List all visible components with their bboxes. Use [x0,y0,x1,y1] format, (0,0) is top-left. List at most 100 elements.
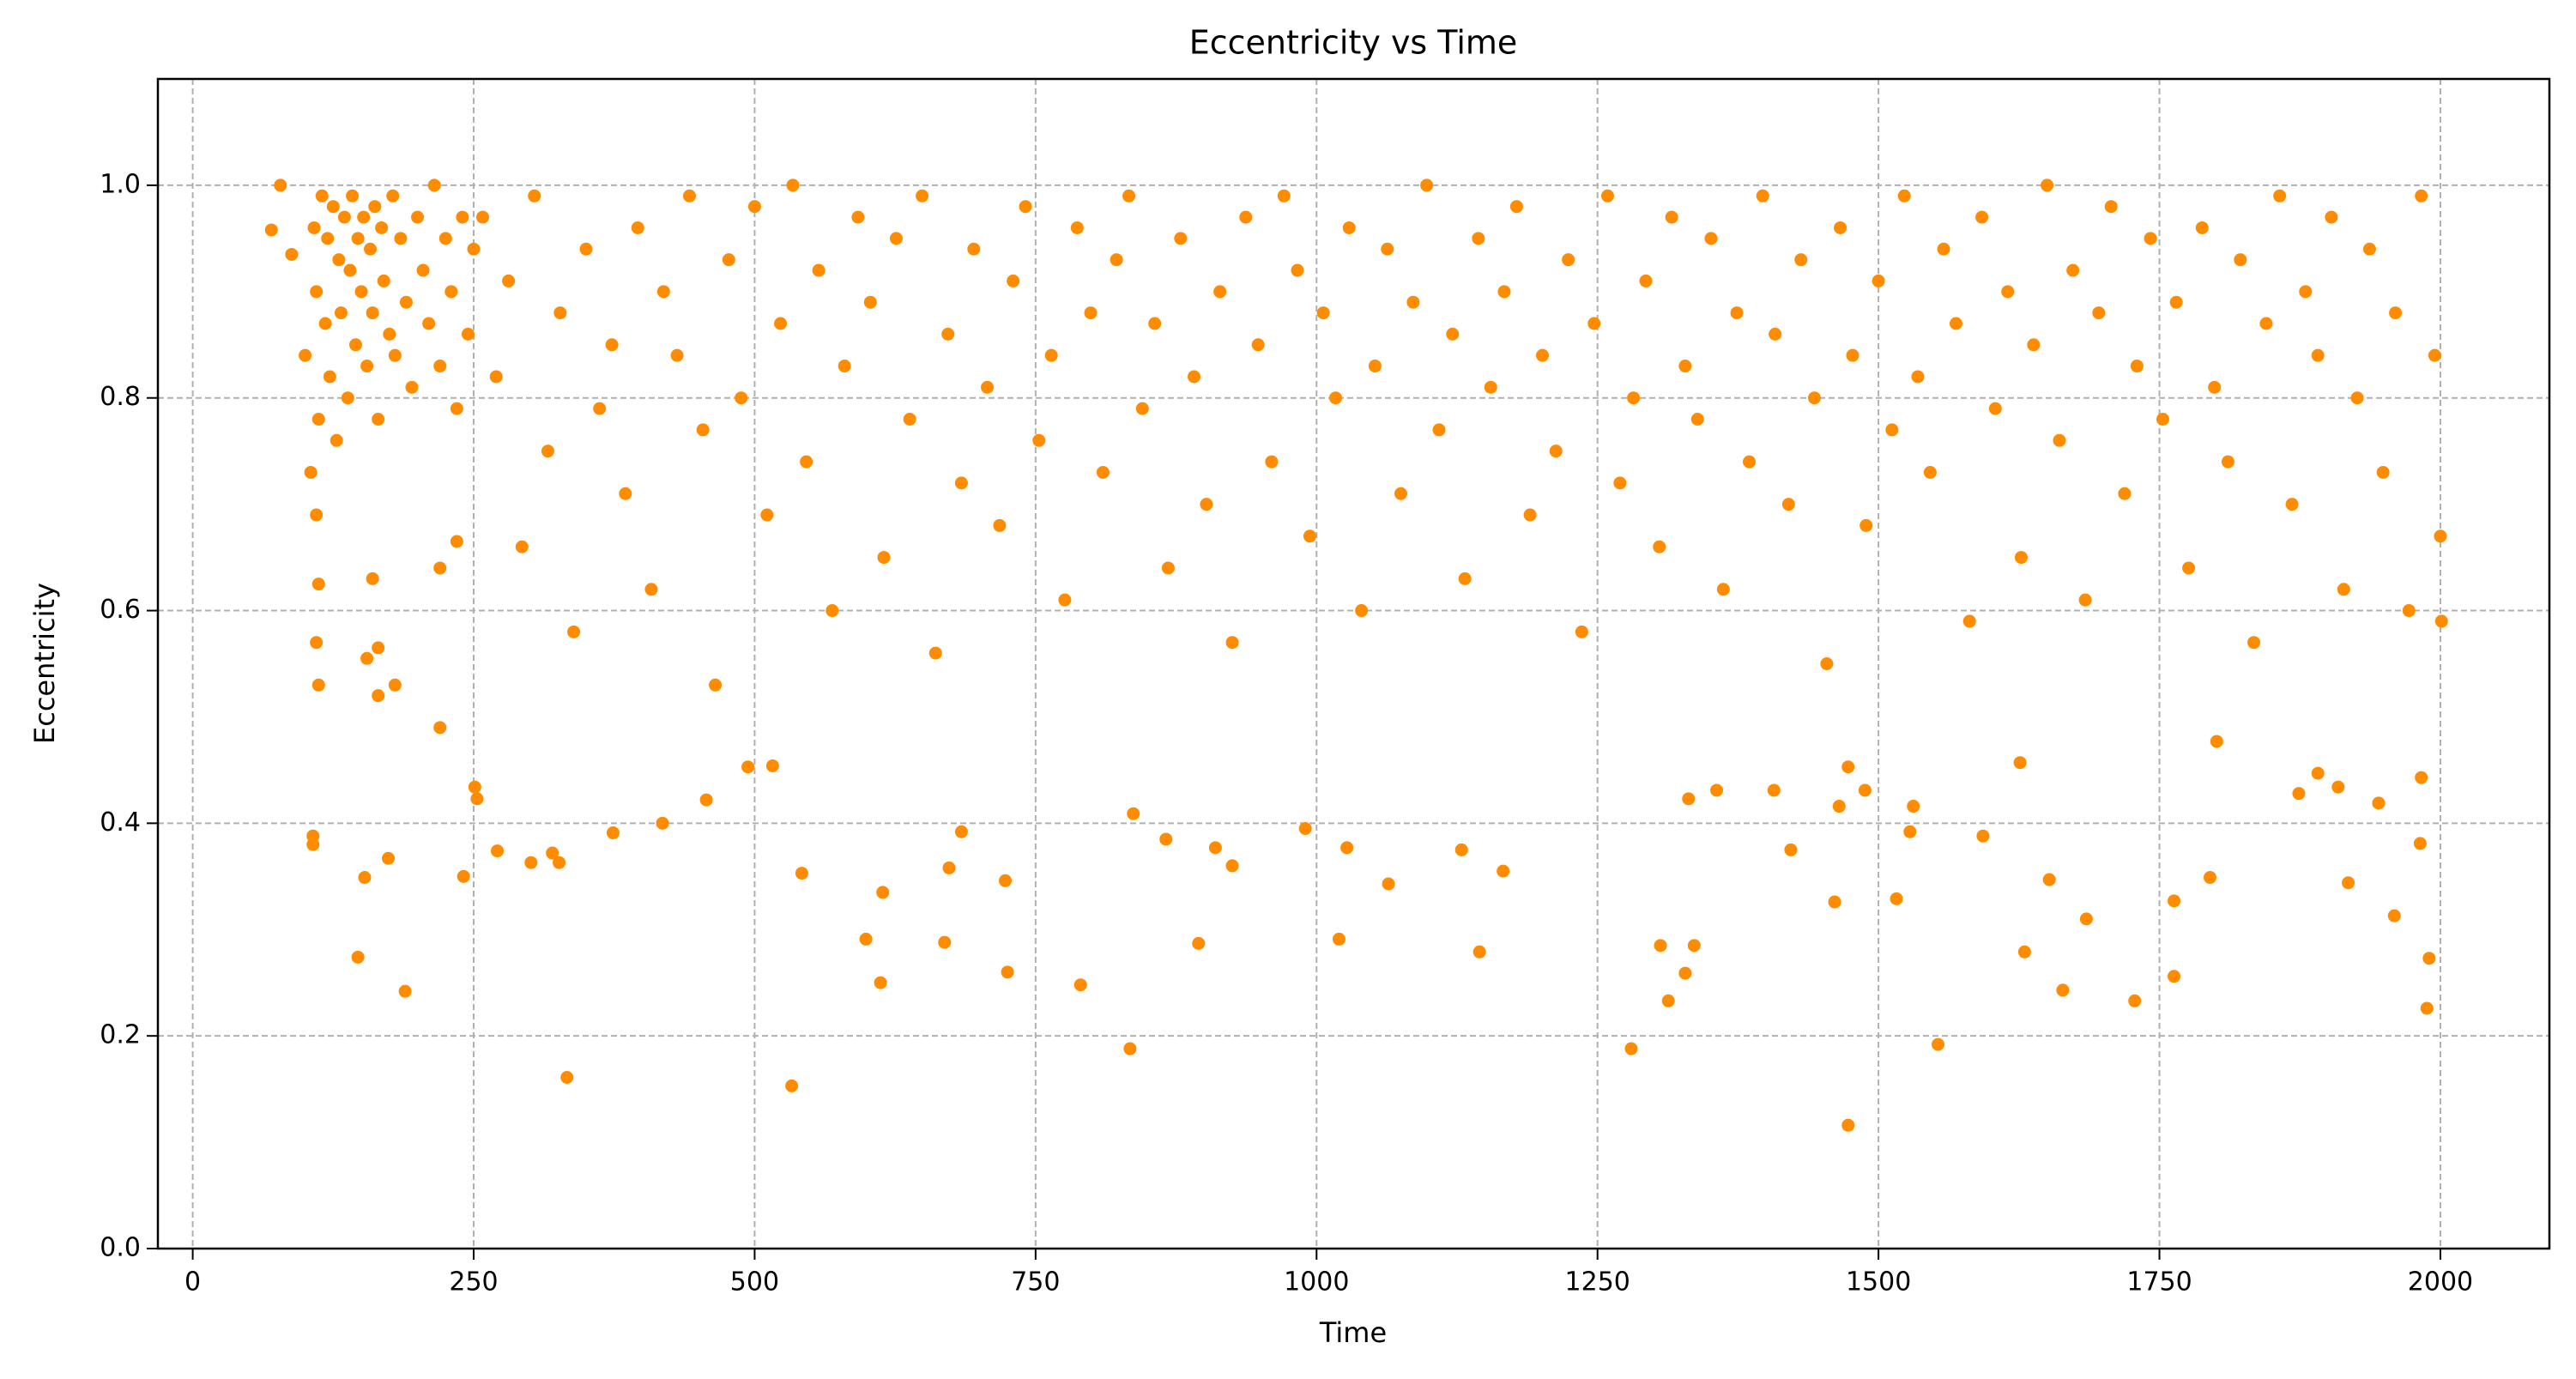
point [433,561,447,575]
point [795,867,808,880]
point [938,935,952,949]
point [1161,561,1175,575]
point [285,247,299,261]
point [1174,232,1188,245]
point [1872,274,1885,287]
point [1678,360,1692,373]
point [310,508,324,522]
point [553,856,566,869]
point [1032,433,1046,447]
point [2092,306,2106,320]
point [1949,317,1962,330]
point [1661,994,1675,1007]
point [2311,348,2325,362]
point [2372,796,2386,810]
point [2299,285,2313,299]
point [2420,1001,2434,1015]
point [1769,327,1782,341]
point [394,232,408,245]
point [1743,455,1757,469]
point [874,976,887,989]
point [381,851,395,865]
point [372,413,385,426]
point [1654,939,1667,953]
points [264,178,2448,1132]
point [1834,221,1847,234]
point [2118,487,2132,500]
point [375,221,389,234]
point [1303,529,1316,543]
point [2434,529,2447,543]
point [264,223,278,237]
point [358,871,372,885]
point [364,242,378,256]
point [491,844,505,858]
point [2387,909,2401,922]
point [1159,832,1173,846]
point [579,242,593,256]
point [1937,242,1950,256]
point [2079,912,2093,926]
point [306,829,320,843]
point [1291,263,1304,277]
point [1911,370,1925,384]
point [1562,253,1575,267]
point [307,221,321,234]
point [1497,864,1510,878]
point [2195,221,2209,234]
point [1846,348,1859,362]
point [341,391,354,405]
point [1472,232,1485,245]
x-tick-label: 0 [184,1267,201,1297]
point [954,476,968,490]
point [889,232,903,245]
point [1110,253,1123,267]
point [670,348,684,362]
point [1682,792,1696,806]
point [741,760,755,774]
point [343,263,357,277]
point [2325,210,2338,224]
point [1841,1118,1855,1132]
point [1394,487,1408,500]
point [1127,807,1140,820]
point [560,1071,574,1085]
point [334,306,348,320]
point [1820,657,1834,670]
point [422,317,436,330]
point [2362,242,2376,256]
point [502,274,516,287]
point [1277,189,1291,203]
point [1188,370,1201,384]
point [2041,178,2054,192]
point [2350,391,2364,405]
point [310,285,324,299]
point [1932,1037,1945,1051]
point [332,253,346,267]
point [1044,348,1058,362]
point [967,242,981,256]
point [1213,285,1227,299]
point [2292,787,2306,801]
point [942,861,956,874]
x-tick-label: 250 [449,1267,498,1297]
point [2337,583,2350,596]
point [2285,498,2299,511]
point [1784,843,1798,856]
y-tick-label: 0.6 [100,595,141,625]
point [1458,572,1472,585]
point [349,338,363,352]
point [1509,200,1523,214]
point [1123,1042,1137,1055]
point [524,856,538,869]
point [1690,413,1704,426]
point [760,508,774,522]
point [1225,636,1239,650]
point [1575,625,1588,638]
point [1342,221,1356,234]
point [709,678,723,692]
point [1710,783,1724,797]
x-tick-label: 2000 [2408,1267,2473,1297]
point [1096,465,1110,479]
